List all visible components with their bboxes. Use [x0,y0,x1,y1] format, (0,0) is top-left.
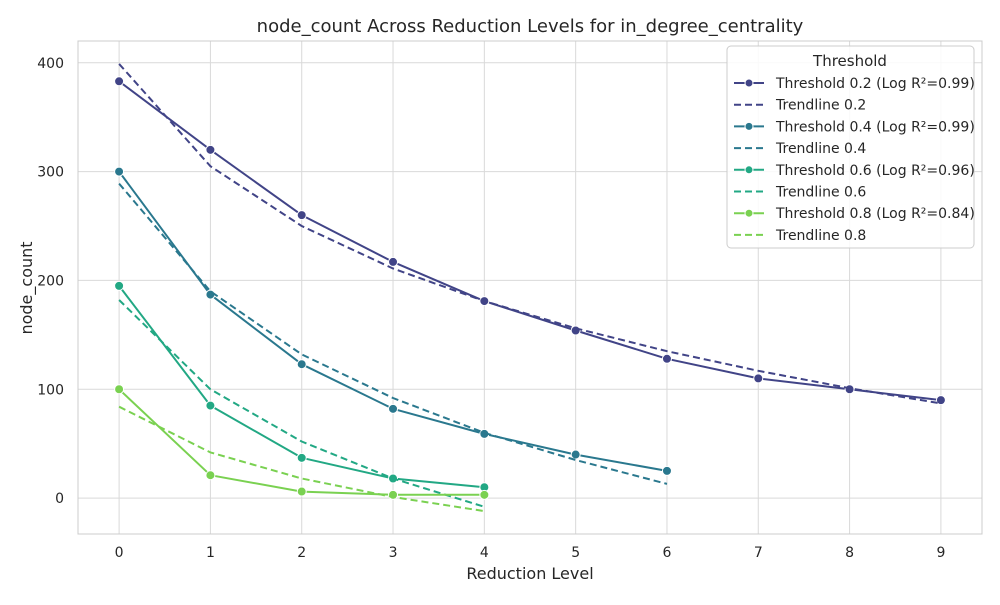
series-layer [114,63,946,513]
legend-item: Threshold 0.2 (Log R²=0.99) [734,76,975,92]
y-tick-label: 100 [37,382,64,398]
trendline-line [118,63,942,405]
legend-title: Threshold [812,52,887,70]
series-line [118,80,942,402]
legend-label: Trendline 0.8 [775,228,866,244]
y-tick-label: 0 [55,491,64,507]
x-tick-label: 0 [115,545,124,561]
legend-items: Threshold 0.2 (Log R²=0.99) Trendline 0.2… [734,76,975,244]
legend-swatch-marker [744,165,754,175]
legend-swatch-marker [744,121,754,131]
chart-title: node_count Across Reduction Levels for i… [257,16,804,37]
legend-label: Threshold 0.8 (Log R²=0.84) [775,206,975,222]
data-point [661,465,672,476]
series-7 [114,384,490,500]
legend-item: Trendline 0.4 [734,141,866,157]
series-4 [118,182,668,485]
data-point [570,449,581,460]
legend-label: Threshold 0.6 (Log R²=0.96) [775,163,975,179]
x-tick-label: 6 [663,545,672,561]
legend-item: Threshold 0.4 (Log R²=0.99) [734,119,975,135]
trendline-line [118,405,485,513]
data-point [844,384,855,395]
series-8 [118,405,485,513]
y-tick-label: 200 [37,273,64,289]
legend-item: Threshold 0.8 (Log R²=0.84) [734,206,975,222]
legend-item: Threshold 0.6 (Log R²=0.96) [734,163,975,179]
y-tick-label: 300 [37,165,64,181]
legend: Threshold Threshold 0.2 (Log R²=0.99) Tre… [726,45,975,249]
series-2 [118,63,942,405]
data-point [570,325,581,336]
data-point [205,144,216,155]
x-tick-label: 8 [845,545,854,561]
data-point [205,400,216,411]
data-point [296,452,307,463]
legend-swatch-marker [744,78,754,88]
data-point [661,353,672,364]
legend-box [726,45,975,249]
x-tick-label: 1 [206,545,215,561]
data-point [296,486,307,497]
legend-label: Trendline 0.4 [775,141,866,157]
x-tick-label: 5 [571,545,580,561]
x-axis-label: Reduction Level [466,564,593,583]
x-tick-label: 4 [480,545,489,561]
x-tick-label: 2 [297,545,306,561]
series-3 [114,166,672,476]
legend-swatch-marker [744,208,754,218]
data-point [388,403,399,414]
legend-label: Threshold 0.4 (Log R²=0.99) [775,119,975,135]
plot-area-frame [77,40,983,535]
series-6 [118,299,485,508]
legend-label: Threshold 0.2 (Log R²=0.99) [775,76,975,92]
data-point [296,210,307,221]
legend-label: Trendline 0.6 [775,185,866,201]
data-point [296,359,307,370]
trendline-line [118,182,668,485]
data-point [935,395,946,406]
data-point [388,256,399,267]
data-point [114,280,125,291]
data-point [114,384,125,395]
legend-item: Trendline 0.2 [734,98,866,114]
y-axis-label: node_count [17,241,37,334]
data-point [205,470,216,481]
legend-item: Trendline 0.8 [734,228,866,244]
data-point [753,373,764,384]
x-tick-label: 9 [936,545,945,561]
legend-item: Trendline 0.6 [734,185,866,201]
y-tick-label: 400 [37,56,64,72]
x-tick-label: 7 [754,545,763,561]
data-point [479,489,490,500]
trendline-line [118,299,485,508]
data-point [114,166,125,177]
legend-label: Trendline 0.2 [775,98,866,114]
data-point [114,76,125,87]
x-tick-label: 3 [389,545,398,561]
tick-label-layer: 0 1 2 3 4 5 6 7 8 9 0 100 200 300 400 [37,56,945,561]
